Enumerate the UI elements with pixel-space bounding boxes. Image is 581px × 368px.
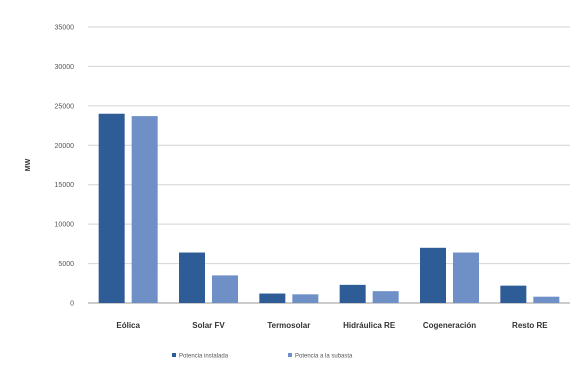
y-axis-label: MW — [25, 158, 32, 171]
bar-auction — [131, 116, 158, 303]
x-tick-label: Hidráulica RE — [343, 321, 396, 330]
x-tick-label: Cogeneración — [423, 321, 476, 330]
y-tick-label: 10000 — [55, 222, 75, 229]
y-tick-label: 15000 — [55, 182, 75, 189]
bar-auction — [533, 296, 560, 303]
y-tick-label: 25000 — [55, 103, 75, 110]
legend-swatch — [172, 353, 176, 357]
bars — [98, 113, 560, 303]
x-tick-label: Solar FV — [192, 321, 225, 330]
y-tick-label: 5000 — [58, 261, 74, 268]
bar-auction — [453, 252, 479, 303]
x-tick-label: Resto RE — [512, 321, 548, 330]
y-tick-label: 0 — [70, 301, 74, 308]
bar-auction — [372, 291, 399, 303]
legend-swatch — [288, 353, 292, 357]
x-axis: Eólica Solar FV Termosolar Hidráulica RE Cog… — [116, 321, 548, 330]
legend: Potencia instalada Potencia a la subasta — [172, 353, 353, 360]
bar-installed — [339, 284, 366, 303]
bar-installed — [98, 113, 125, 303]
bar-installed — [259, 293, 286, 303]
y-tick-label: 30000 — [55, 64, 75, 71]
legend-label: Potencia a la subasta — [295, 354, 353, 360]
bar-auction — [292, 294, 319, 303]
bar-installed — [179, 252, 205, 303]
x-tick-label: Eólica — [116, 321, 140, 330]
y-axis: 0 5000 10000 15000 20000 25000 30000 35000 — [55, 25, 75, 308]
bar-installed — [420, 247, 446, 303]
gridlines — [88, 26, 570, 304]
bar-installed — [500, 285, 527, 303]
x-tick-label: Termosolar — [267, 321, 310, 330]
bar-auction — [212, 275, 238, 303]
legend-label: Potencia instalada — [179, 354, 229, 360]
y-tick-label: 20000 — [55, 143, 75, 150]
y-tick-label: 35000 — [55, 25, 75, 32]
